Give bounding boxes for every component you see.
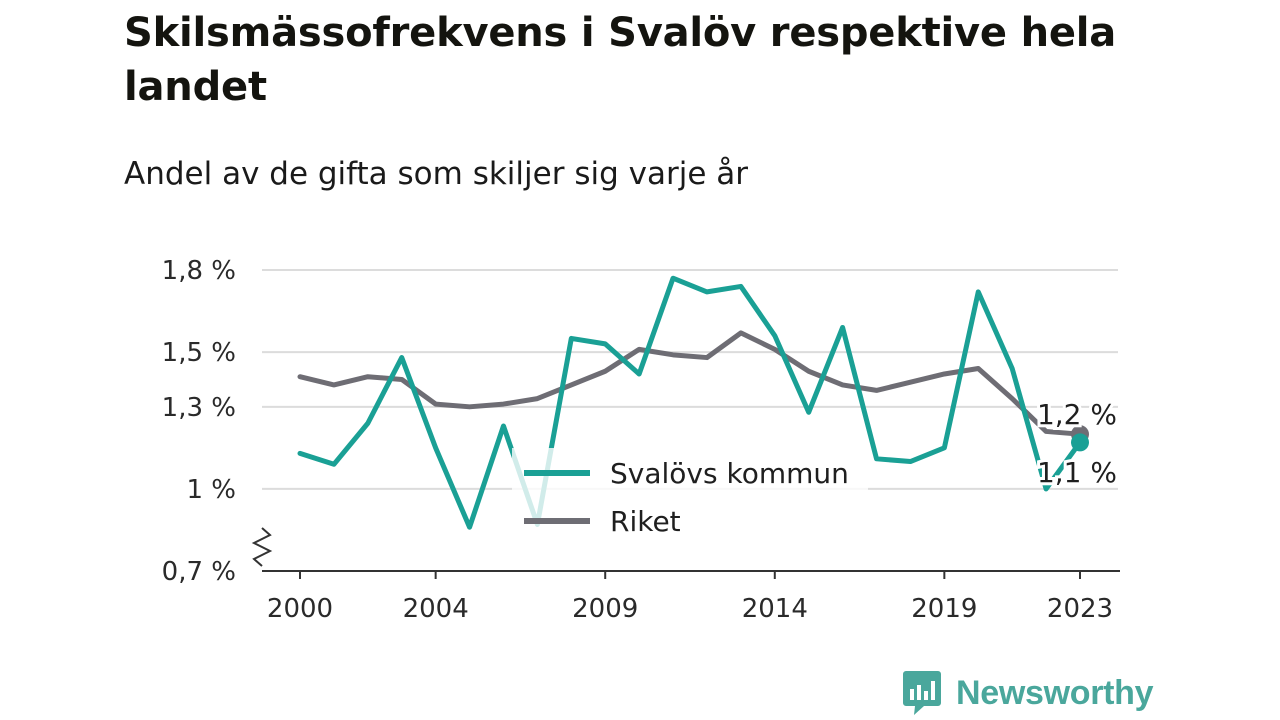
x-axis-ticks: 2000 2004 2009 2014 2019 2023 bbox=[267, 571, 1113, 624]
y-tick-label: 1 % bbox=[186, 475, 236, 505]
end-labels: 1,2 % 1,1 % bbox=[1034, 395, 1120, 492]
y-tick-label: 1,5 % bbox=[162, 338, 236, 368]
legend-box bbox=[512, 448, 868, 554]
series-endpoint-svalov bbox=[1071, 433, 1089, 452]
brand-name: Newsworthy bbox=[956, 673, 1154, 712]
series-lines bbox=[297, 275, 1089, 530]
legend: Svalövs kommun Riket bbox=[512, 448, 868, 554]
chart-subtitle: Andel av de gifta som skiljer sig varje … bbox=[124, 156, 748, 192]
y-tick-label: 0,7 % bbox=[162, 557, 236, 587]
x-tick-label: 2004 bbox=[403, 594, 469, 624]
gridlines bbox=[262, 269, 1118, 490]
y-axis-tick-labels: 0,7 % 1 % 1,3 % 1,5 % 1,8 % bbox=[162, 256, 236, 587]
legend-label: Svalövs kommun bbox=[610, 457, 849, 490]
series-line-svalov bbox=[297, 275, 1083, 530]
x-tick-label: 2023 bbox=[1047, 594, 1113, 624]
series-line-riket bbox=[297, 330, 1083, 437]
bar-chart-speech-bubble-icon bbox=[903, 671, 941, 715]
chart-title: Skilsmässofrekvens i Svalöv respektive h… bbox=[124, 10, 1117, 110]
y-tick-label: 1,3 % bbox=[162, 393, 236, 423]
legend-label: Riket bbox=[610, 505, 681, 538]
x-tick-label: 2000 bbox=[267, 594, 333, 624]
newsworthy-logo: Newsworthy bbox=[902, 668, 1154, 718]
axis-break-icon bbox=[251, 527, 273, 567]
y-tick-label: 1,8 % bbox=[162, 256, 236, 286]
end-label-riket: 1,2 % bbox=[1037, 398, 1117, 431]
end-label-svalov: 1,1 % bbox=[1037, 456, 1117, 489]
x-axis bbox=[251, 527, 1120, 572]
x-tick-label: 2019 bbox=[911, 594, 977, 624]
x-tick-label: 2009 bbox=[572, 594, 638, 624]
x-tick-label: 2014 bbox=[742, 594, 808, 624]
